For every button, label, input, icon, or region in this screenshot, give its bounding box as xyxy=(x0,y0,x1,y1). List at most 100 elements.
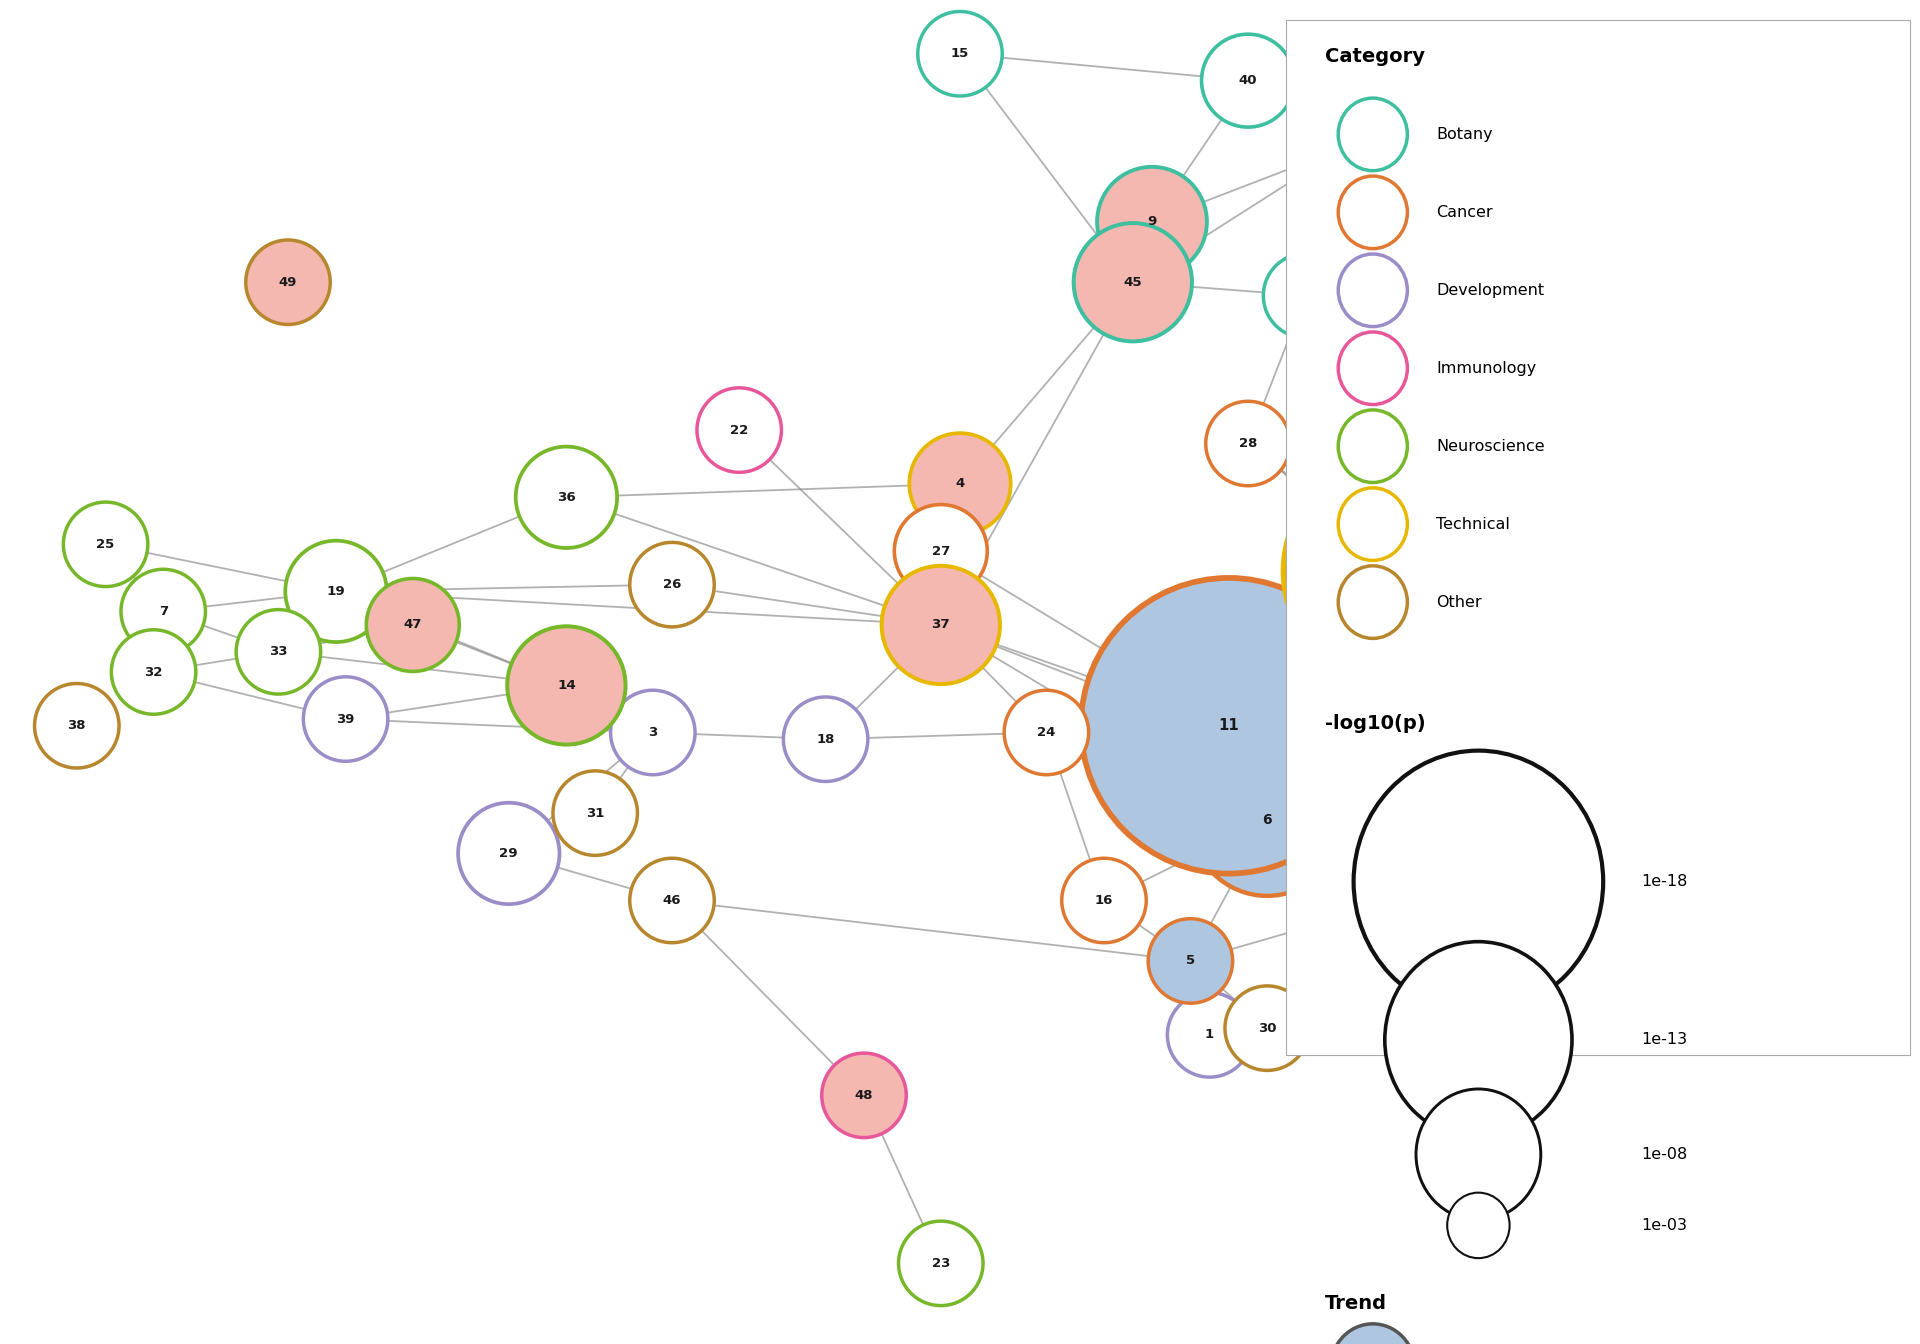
FancyBboxPatch shape xyxy=(1286,20,1910,1055)
Ellipse shape xyxy=(1213,673,1398,859)
Ellipse shape xyxy=(1338,98,1407,171)
Text: 6: 6 xyxy=(1261,813,1273,827)
Text: -log10(p): -log10(p) xyxy=(1325,714,1425,732)
Ellipse shape xyxy=(910,433,1010,535)
Text: 42: 42 xyxy=(1603,598,1622,612)
Ellipse shape xyxy=(1190,743,1344,896)
Text: 31: 31 xyxy=(586,806,605,820)
Ellipse shape xyxy=(1338,254,1407,327)
Ellipse shape xyxy=(1734,906,1818,989)
Ellipse shape xyxy=(1062,859,1146,942)
Text: 34: 34 xyxy=(1526,780,1546,793)
Text: 5: 5 xyxy=(1187,954,1194,968)
Ellipse shape xyxy=(1331,1324,1415,1344)
Ellipse shape xyxy=(1338,410,1407,482)
Ellipse shape xyxy=(1461,812,1572,922)
Text: Neuroscience: Neuroscience xyxy=(1436,438,1546,454)
Ellipse shape xyxy=(1004,691,1089,774)
Text: 40: 40 xyxy=(1238,74,1258,87)
Ellipse shape xyxy=(1338,332,1407,405)
Ellipse shape xyxy=(507,626,626,745)
Ellipse shape xyxy=(1206,402,1290,485)
Text: 14: 14 xyxy=(557,679,576,692)
Ellipse shape xyxy=(630,859,714,942)
Ellipse shape xyxy=(1486,735,1586,837)
Ellipse shape xyxy=(895,504,987,598)
Ellipse shape xyxy=(1202,34,1294,128)
Text: 33: 33 xyxy=(269,645,288,659)
Ellipse shape xyxy=(1605,724,1716,835)
Ellipse shape xyxy=(516,446,616,548)
Ellipse shape xyxy=(918,12,1002,95)
Text: 48: 48 xyxy=(854,1089,874,1102)
Ellipse shape xyxy=(611,691,695,774)
Text: Trend: Trend xyxy=(1325,1294,1386,1313)
Text: 1e-18: 1e-18 xyxy=(1642,874,1688,890)
Text: 26: 26 xyxy=(662,578,682,591)
Ellipse shape xyxy=(1338,566,1407,638)
Text: 39: 39 xyxy=(336,712,355,726)
Text: 15: 15 xyxy=(950,47,970,60)
Text: 36: 36 xyxy=(557,491,576,504)
Ellipse shape xyxy=(246,241,330,324)
Ellipse shape xyxy=(1571,267,1655,351)
Ellipse shape xyxy=(822,1054,906,1137)
Text: 16: 16 xyxy=(1094,894,1114,907)
Text: 1e-03: 1e-03 xyxy=(1642,1218,1688,1232)
Ellipse shape xyxy=(1549,669,1676,796)
Ellipse shape xyxy=(899,1222,983,1305)
Text: 23: 23 xyxy=(931,1257,950,1270)
Text: 2: 2 xyxy=(1609,302,1617,316)
Text: 35: 35 xyxy=(1795,692,1814,706)
Ellipse shape xyxy=(1354,750,1603,1013)
Text: 20: 20 xyxy=(1632,679,1651,692)
Ellipse shape xyxy=(697,388,781,472)
Ellipse shape xyxy=(459,802,559,905)
Text: 43: 43 xyxy=(1334,141,1354,155)
Ellipse shape xyxy=(35,684,119,767)
Ellipse shape xyxy=(1448,1192,1509,1258)
Text: 21: 21 xyxy=(1296,289,1315,302)
Text: 46: 46 xyxy=(662,894,682,907)
Text: 45: 45 xyxy=(1123,276,1142,289)
Text: Technical: Technical xyxy=(1436,516,1509,532)
Ellipse shape xyxy=(1338,488,1407,560)
Text: 44: 44 xyxy=(1651,773,1670,786)
Text: 32: 32 xyxy=(144,665,163,679)
Text: 38: 38 xyxy=(67,719,86,732)
Text: 30: 30 xyxy=(1258,1021,1277,1035)
Ellipse shape xyxy=(1263,254,1348,337)
Text: 25: 25 xyxy=(96,538,115,551)
Ellipse shape xyxy=(1417,1089,1542,1220)
Ellipse shape xyxy=(1225,986,1309,1070)
Ellipse shape xyxy=(1763,657,1847,741)
Text: 3: 3 xyxy=(649,726,657,739)
Text: 1e-08: 1e-08 xyxy=(1642,1146,1688,1163)
Ellipse shape xyxy=(63,503,148,586)
Ellipse shape xyxy=(881,566,1000,684)
Text: 49: 49 xyxy=(278,276,298,289)
Ellipse shape xyxy=(1571,563,1655,646)
Ellipse shape xyxy=(236,610,321,694)
Ellipse shape xyxy=(630,543,714,626)
Text: 41: 41 xyxy=(1392,564,1411,578)
Text: 11: 11 xyxy=(1219,718,1238,734)
Text: 4: 4 xyxy=(956,477,964,491)
Ellipse shape xyxy=(303,677,388,761)
Text: 1e-13: 1e-13 xyxy=(1642,1032,1688,1047)
Ellipse shape xyxy=(1096,167,1208,277)
Ellipse shape xyxy=(1753,449,1837,532)
Ellipse shape xyxy=(553,771,637,855)
Text: Category: Category xyxy=(1325,47,1425,66)
Ellipse shape xyxy=(1384,942,1572,1138)
Text: 9: 9 xyxy=(1148,215,1156,228)
Text: 19: 19 xyxy=(326,585,346,598)
Text: 29: 29 xyxy=(499,847,518,860)
Text: 1: 1 xyxy=(1206,1028,1213,1042)
Text: 10: 10 xyxy=(1603,726,1622,739)
Text: 7: 7 xyxy=(159,605,167,618)
Ellipse shape xyxy=(1167,993,1252,1077)
Text: Immunology: Immunology xyxy=(1436,360,1536,376)
Ellipse shape xyxy=(1081,578,1377,874)
Ellipse shape xyxy=(783,698,868,781)
